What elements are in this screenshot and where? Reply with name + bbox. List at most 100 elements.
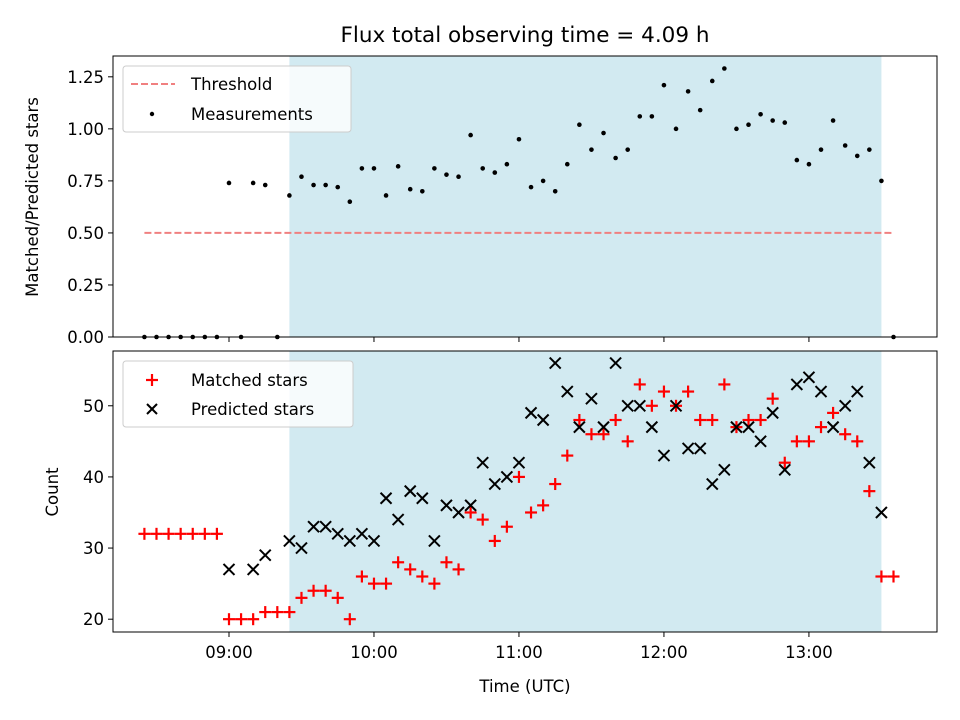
measurement-point: [444, 172, 449, 177]
x-axis-label: Time (UTC): [478, 677, 570, 696]
predicted-marker-b: [609, 356, 622, 370]
matched-star-marker: [476, 513, 489, 526]
measurement-point: [842, 143, 848, 148]
measurement-point: [492, 170, 498, 175]
ratio-y-axis: 0.00 0.25 0.50 0.75 1.00 1.25: [67, 68, 113, 347]
measurement-point: [806, 161, 812, 167]
predicted-marker-b: [536, 413, 550, 427]
matched-star-marker: [186, 527, 199, 540]
measurement-point: [456, 174, 461, 180]
predicted-star-marker: [863, 456, 876, 469]
predicted-marker-b: [391, 513, 405, 526]
measurement-point: [685, 89, 691, 94]
predicted-marker-b: [585, 392, 598, 405]
measurement-point: [359, 166, 365, 171]
predicted-star-marker: [706, 477, 719, 491]
legend-predicted-label: Predicted stars: [191, 400, 314, 419]
predicted-star-marker: [512, 456, 526, 469]
predicted-marker-b: [706, 477, 719, 491]
count-plot-frame: [112, 350, 938, 633]
matched-star-marker: [162, 527, 175, 540]
matched-star-marker: [367, 577, 380, 590]
measurement-point: [504, 161, 510, 167]
ratio-x-ticks: [228, 337, 810, 342]
predicted-marker-b: [790, 378, 804, 391]
measurement-point: [577, 122, 582, 127]
predicted-star-marker: [790, 378, 804, 391]
time-x-tick-label: 09:00: [205, 643, 253, 662]
predicted-star-marker: [259, 548, 272, 562]
matched-star-marker: [525, 506, 538, 519]
predicted-marker-b: [851, 385, 864, 398]
measurement-point: [323, 182, 328, 188]
predicted-star-marker: [500, 470, 514, 484]
matched-star-marker: [174, 527, 187, 540]
legend-measurements-swatch: [149, 111, 155, 117]
measurement-point: [552, 188, 558, 194]
count-y-tick-label: 30: [83, 539, 104, 558]
measurement-point: [347, 199, 353, 205]
matched-star-marker: [815, 421, 828, 434]
predicted-marker-b: [693, 442, 707, 455]
predicted-star-marker: [645, 420, 659, 434]
predicted-marker-b: [367, 534, 381, 548]
predicted-star-marker: [307, 520, 320, 533]
matched-star-marker: [295, 591, 308, 604]
predicted-marker-b: [524, 406, 538, 420]
measurement-point: [637, 114, 643, 119]
ratio-y-tick-label: 0.25: [67, 276, 104, 295]
predicted-marker-b: [766, 406, 779, 420]
predicted-marker-b: [645, 420, 659, 434]
predicted-star-marker: [536, 413, 550, 427]
matched-star-marker: [633, 378, 646, 391]
measurement-point: [589, 147, 594, 152]
legend-predicted-swatch: [146, 403, 158, 415]
matched-star-marker: [561, 449, 574, 462]
predicted-star-marker: [355, 527, 369, 541]
observing-window-shade: [289, 351, 882, 632]
ratio-plot-frame: [112, 55, 938, 338]
ratio-y-tick-label: 0.00: [67, 328, 104, 347]
legend-matched-swatch: [146, 374, 158, 386]
time-x-tick-label: 11:00: [495, 643, 543, 662]
ratio-y-axis-label: Matched/Predicted stars: [23, 97, 42, 297]
predicted-star-marker: [416, 492, 429, 505]
matched-star-marker: [694, 414, 707, 427]
predicted-star-marker: [391, 513, 405, 526]
predicted-star-marker: [428, 534, 441, 548]
matched-star-marker: [549, 478, 562, 491]
predicted-marker-b: [548, 356, 562, 370]
observing-window-shade: [289, 56, 882, 337]
matched-star-marker: [657, 385, 670, 398]
count-legend-box: [122, 360, 354, 428]
matched-star-marker: [380, 577, 393, 590]
matched-star-marker: [307, 584, 320, 597]
predicted-marker-b: [428, 534, 441, 548]
predicted-marker-b: [597, 420, 610, 434]
measurement-point: [734, 126, 739, 132]
predicted-marker-b: [464, 499, 477, 512]
measurement-point: [758, 111, 763, 117]
measurement-point: [407, 186, 413, 192]
predicted-marker-b: [440, 499, 453, 512]
count-panel: 20 30 40 50 09:00 10:00 11:00 12:00 13:00 Time …: [43, 350, 938, 696]
matched-star-marker: [609, 414, 622, 427]
measurement-point: [854, 153, 860, 159]
measurement-point: [794, 157, 800, 163]
matched-star-marker: [537, 499, 550, 512]
predicted-star-marker: [851, 385, 864, 398]
predicted-star-marker: [343, 534, 357, 548]
matched-star-marker: [222, 613, 235, 626]
predicted-star-marker: [875, 506, 888, 519]
matched-star-marker: [355, 570, 368, 583]
matched-star-marker: [645, 399, 658, 412]
count-y-tick-label: 40: [83, 468, 104, 487]
matched-star-marker: [271, 606, 284, 619]
matched-star-marker: [754, 414, 767, 427]
ratio-y-tick-label: 1.00: [67, 120, 104, 139]
measurement-point: [661, 82, 667, 88]
matched-star-marker: [778, 456, 791, 469]
predicted-marker-b: [404, 484, 417, 498]
predicted-star-marker: [488, 477, 502, 491]
